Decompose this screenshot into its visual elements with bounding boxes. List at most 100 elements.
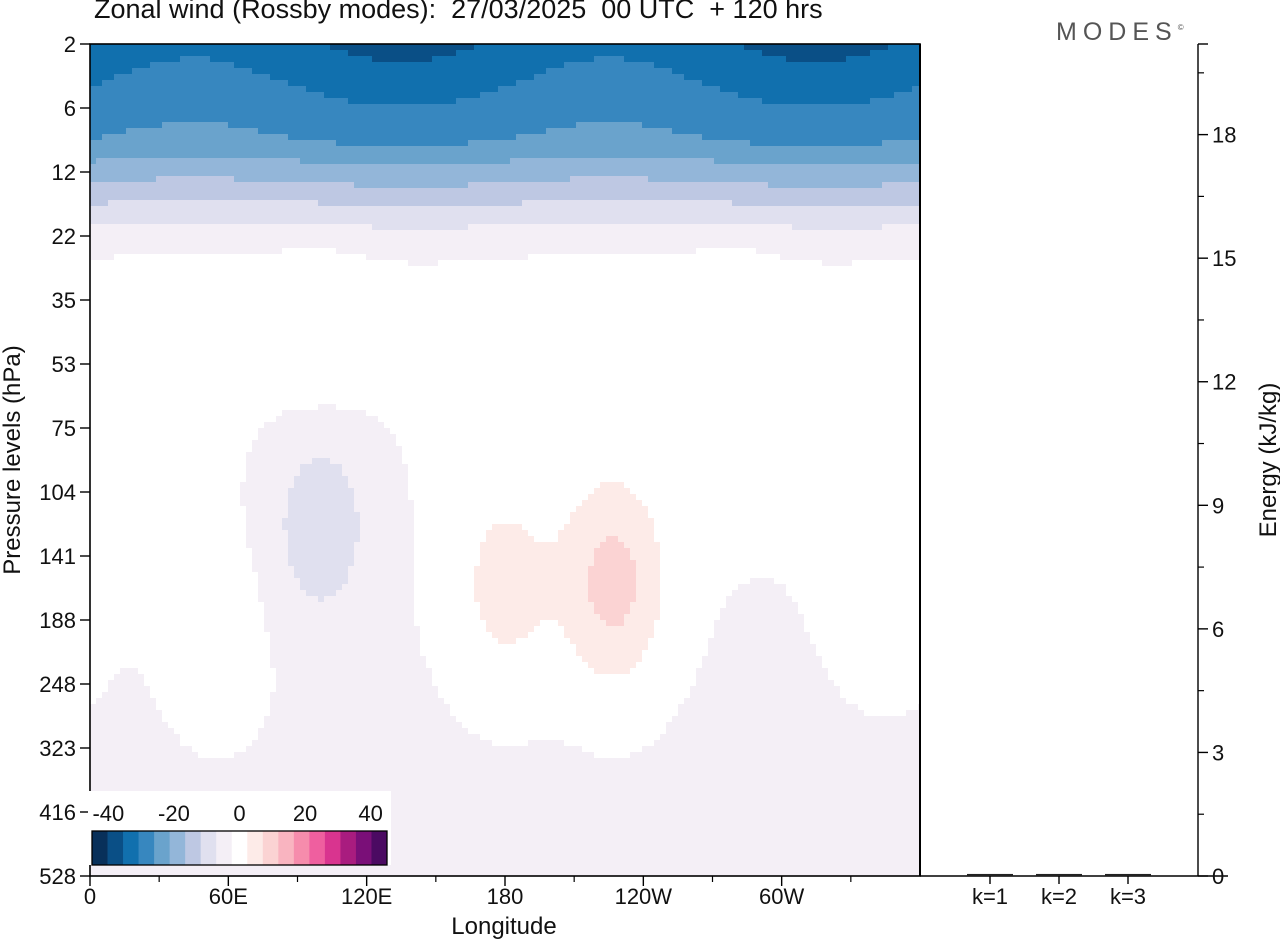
heatmap-cell [228,236,235,243]
heatmap-cell [612,170,619,177]
heatmap-cell [858,176,865,183]
heatmap-cell [240,152,247,159]
heatmap-cell [342,206,349,213]
heatmap-cell [192,56,199,63]
heatmap-cell [516,146,523,153]
heatmap-cell [594,74,601,81]
heatmap-cell [378,98,385,105]
heatmap-cell [390,44,397,51]
heatmap-cell [642,68,649,75]
heatmap-cell [540,176,547,183]
heatmap-cell [318,50,325,57]
heatmap-cell [792,122,799,129]
heatmap-cell [384,206,391,213]
heatmap-cell [732,182,739,189]
heatmap-cell [216,68,223,75]
heatmap-cell [456,248,463,255]
heatmap-cell [108,74,115,81]
heatmap-cell [768,110,775,117]
heatmap-cell [324,212,331,219]
heatmap-cell [444,98,451,105]
heatmap-cell [402,56,409,63]
heatmap-cell [696,164,703,171]
heatmap-cell [252,212,259,219]
heatmap-cell [192,218,199,225]
heatmap-cell [246,242,253,249]
heatmap-cell [588,98,595,105]
heatmap-cell [114,104,121,111]
heatmap-cell [468,242,475,249]
heatmap-cell [894,146,901,153]
heatmap-cell [504,212,511,219]
heatmap-cell [180,50,187,57]
heatmap-cell [648,110,655,117]
heatmap-cell [648,122,655,129]
heatmap-cell [450,92,457,99]
heatmap-cell [228,242,235,249]
heatmap-cell [372,62,379,69]
heatmap-cell [474,86,481,93]
heatmap-cell [246,218,253,225]
heatmap-cell [894,194,901,201]
heatmap-cell [540,98,547,105]
heatmap-cell [600,242,607,249]
heatmap-cell [774,170,781,177]
heatmap-cell [132,194,139,201]
heatmap-cell [600,152,607,159]
heatmap-cell [498,182,505,189]
heatmap-cell [240,62,247,69]
heatmap-cell [738,230,745,237]
heatmap-cell [648,92,655,99]
heatmap-cell [498,116,505,123]
heatmap-cell [756,224,763,231]
heatmap-cell [744,74,751,81]
heatmap-cell [138,224,145,231]
heatmap-cell [204,170,211,177]
heatmap-cell [564,182,571,189]
heatmap-cell [900,194,907,201]
heatmap-cell [276,254,283,261]
heatmap-cell [114,116,121,123]
heatmap-cell [810,134,817,141]
heatmap-cell [690,56,697,63]
heatmap-cell [102,236,109,243]
heatmap-cell [330,242,337,249]
heatmap-cell [270,92,277,99]
heatmap-cell [666,176,673,183]
heatmap-cell [618,248,625,255]
heatmap-cell [420,212,427,219]
heatmap-cell [792,230,799,237]
heatmap-cell [678,218,685,225]
heatmap-cell [762,176,769,183]
heatmap-cell [402,182,409,189]
heatmap-cell [786,56,793,63]
heatmap-cell [672,236,679,243]
heatmap-cell [336,248,343,255]
heatmap-cell [126,158,133,165]
heatmap-cell [414,122,421,129]
heatmap-cell [510,134,517,141]
heatmap-cell [678,44,685,51]
heatmap-cell [294,206,301,213]
heatmap-cell [510,212,517,219]
heatmap-cell [270,44,277,51]
heatmap-cell [114,194,121,201]
heatmap-cell [840,56,847,63]
heatmap-cell [594,56,601,63]
heatmap-cell [684,248,691,255]
heatmap-cell [870,110,877,117]
heatmap-cell [192,206,199,213]
heatmap-cell [252,236,259,243]
heatmap-cell [816,158,823,165]
heatmap-cell [108,254,115,261]
heatmap-cell [876,236,883,243]
heatmap-cell [108,176,115,183]
heatmap-cell [804,176,811,183]
heatmap-cell [450,140,457,147]
heatmap-cell [198,236,205,243]
heatmap-cell [912,92,919,99]
heatmap-cell [90,122,97,129]
heatmap-cell [576,236,583,243]
heatmap-cell [864,104,871,111]
heatmap-cell [96,128,103,135]
